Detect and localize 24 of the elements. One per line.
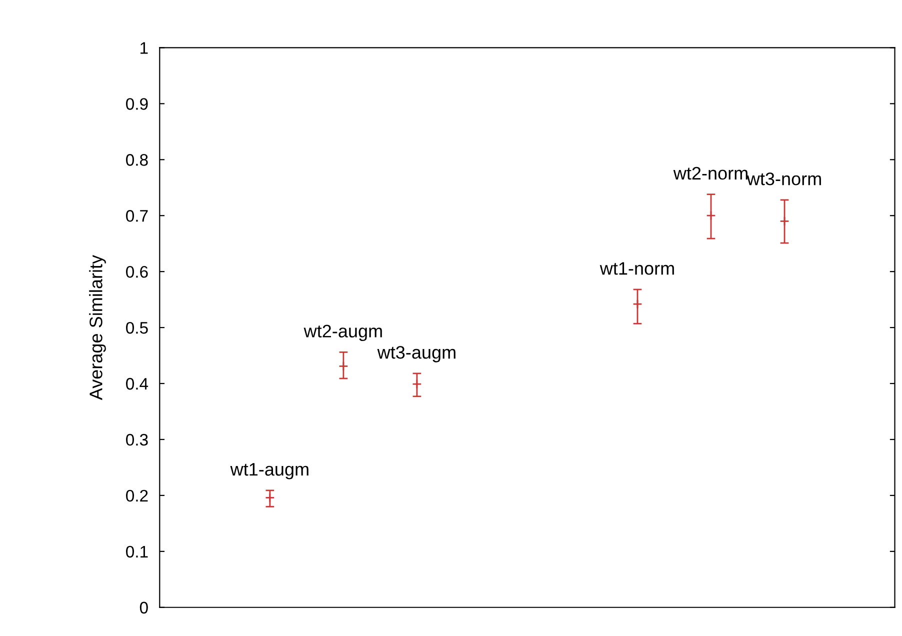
y-tick-label: 0.5 <box>126 322 148 334</box>
y-tick-label: 0 <box>140 602 148 614</box>
x-tick-label: wt2-augm <box>304 324 382 342</box>
y-tick-label: 1 <box>140 42 148 54</box>
y-tick-label: 0.9 <box>126 98 148 110</box>
x-tick-label: wt3-norm <box>746 172 821 186</box>
y-axis-title: Average Similarity <box>89 254 106 400</box>
y-tick-label: 0.2 <box>126 490 148 502</box>
y-tick-label: 0.3 <box>126 434 148 446</box>
point <box>632 299 642 309</box>
x-tick-label: wt3-augm <box>377 346 456 362</box>
x-tick-label: wt1-norm <box>600 262 674 275</box>
x-tick-label: wt1-augm <box>230 463 308 480</box>
point <box>265 492 275 503</box>
y-tick-label: 0.1 <box>126 546 148 558</box>
y-tick-label: 0.6 <box>126 266 148 278</box>
y-tick-label: 0.7 <box>126 210 148 222</box>
point <box>412 379 422 389</box>
y-tick-label: 0.8 <box>126 154 148 166</box>
y-tick-label: 0.4 <box>126 378 148 390</box>
point <box>780 216 790 226</box>
point <box>706 210 716 220</box>
x-tick-label: wt2-norm <box>673 166 748 180</box>
point <box>338 361 348 372</box>
